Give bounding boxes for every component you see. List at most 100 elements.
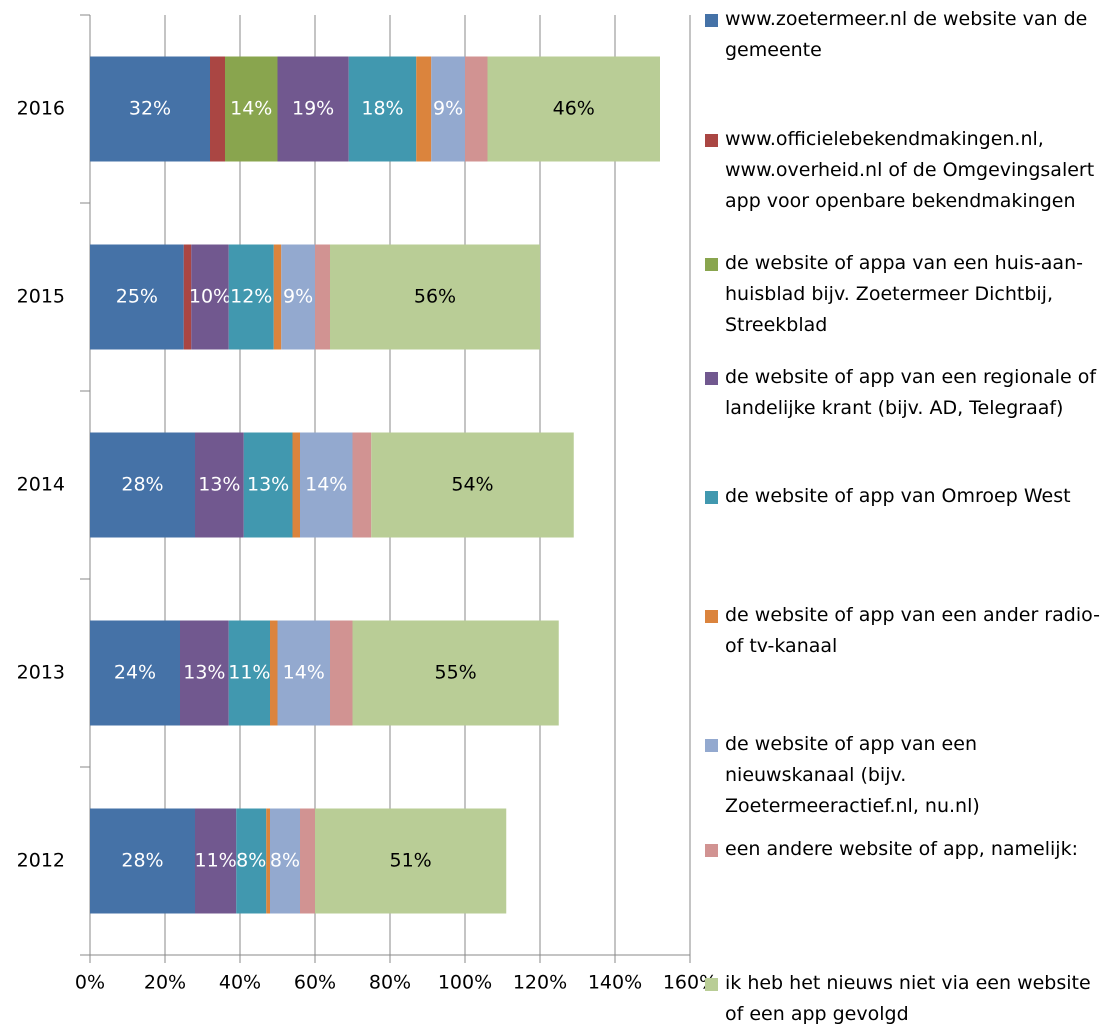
bar-segment: [210, 56, 225, 162]
data-label: 28%: [121, 474, 163, 496]
legend-item: ik heb het nieuws niet via een website o…: [705, 968, 1100, 1030]
data-label: 28%: [121, 850, 163, 872]
bar-segment: [273, 244, 282, 350]
bar-segment: [266, 808, 270, 914]
x-tick-label: 160%: [663, 972, 717, 994]
bar-segment: [277, 56, 349, 162]
bar-segment: [465, 56, 488, 162]
data-label: 9%: [283, 286, 313, 308]
legend-item: de website of app van een ander radio- o…: [705, 600, 1100, 662]
data-label: 8%: [270, 850, 300, 872]
y-tick-label: 2016: [17, 98, 65, 120]
legend-label: de website of app van Omroep West: [725, 485, 1071, 507]
data-label: 51%: [390, 850, 432, 872]
bar-segment: [330, 244, 540, 350]
data-label: 19%: [292, 98, 334, 120]
data-label: 55%: [435, 662, 477, 684]
bar-segment: [90, 808, 195, 914]
legend-label: de website of app van een regionale of l…: [725, 366, 1097, 419]
bar-segment: [330, 620, 353, 726]
y-tick-label: 2012: [17, 850, 65, 872]
bar-segment: [180, 620, 229, 726]
legend-label: de website of app van een ander radio- o…: [725, 604, 1100, 657]
bar-segment: [183, 244, 192, 350]
bar-segment: [300, 432, 353, 538]
legend-label: www.officielebekendmakingen.nl, www.over…: [725, 128, 1095, 212]
data-label: 13%: [183, 662, 225, 684]
x-tick-label: 40%: [219, 972, 261, 994]
bar-segment: [300, 808, 315, 914]
bar-segment: [281, 244, 315, 350]
bar-segment: [90, 244, 184, 350]
bar-segment: [270, 620, 278, 726]
x-tick-label: 120%: [513, 972, 567, 994]
legend-item: een andere website of app, namelijk:: [705, 834, 1100, 865]
bar-segment: [236, 808, 267, 914]
bar-segment: [228, 620, 270, 726]
bar-segment: [431, 56, 465, 162]
data-label: 32%: [129, 98, 171, 120]
data-label: 18%: [361, 98, 403, 120]
x-tick-label: 100%: [438, 972, 492, 994]
legend-label: ik heb het nieuws niet via een website o…: [725, 972, 1091, 1025]
legend-swatch: [705, 610, 718, 623]
legend-label: de website of appa van een huis-aan-huis…: [725, 252, 1083, 336]
data-label: 12%: [230, 286, 272, 308]
data-label: 14%: [230, 98, 272, 120]
x-tick-label: 140%: [588, 972, 642, 994]
bar-segment: [277, 620, 330, 726]
bar-segment: [315, 244, 330, 350]
legend-swatch: [705, 372, 718, 385]
bar-segment: [315, 808, 507, 914]
data-label: 24%: [114, 662, 156, 684]
data-label: 11%: [228, 662, 270, 684]
data-label: 56%: [414, 286, 456, 308]
data-label: 10%: [189, 286, 231, 308]
legend-swatch: [705, 258, 718, 271]
y-tick-label: 2014: [17, 474, 65, 496]
x-tick-label: 80%: [369, 972, 411, 994]
bar-segment: [195, 808, 237, 914]
legend-item: de website of appa van een huis-aan-huis…: [705, 248, 1100, 341]
x-tick-label: 0%: [75, 972, 105, 994]
bar-segment: [90, 432, 195, 538]
legend-swatch: [705, 739, 718, 752]
bar-segment: [371, 432, 574, 538]
legend-swatch: [705, 978, 718, 991]
legend-item: de website of app van een regionale of l…: [705, 362, 1100, 424]
legend-item: de website of app van Omroep West: [705, 481, 1100, 512]
bar-segment: [195, 432, 244, 538]
legend-label: een andere website of app, namelijk:: [725, 838, 1078, 860]
bar-segment: [487, 56, 660, 162]
legend-item: de website of app van een nieuwskanaal (…: [705, 729, 1100, 822]
legend-label: de website of app van een nieuwskanaal (…: [725, 733, 980, 817]
bar-segment: [270, 808, 300, 914]
bar-segment: [352, 432, 372, 538]
bar-segment: [416, 56, 432, 162]
bar-segment: [225, 56, 278, 162]
data-label: 9%: [433, 98, 463, 120]
legend-swatch: [705, 491, 718, 504]
bar-segment: [292, 432, 300, 538]
legend-item: www.officielebekendmakingen.nl, www.over…: [705, 124, 1100, 217]
data-label: 13%: [247, 474, 289, 496]
x-tick-label: 60%: [294, 972, 336, 994]
bar-segment: [243, 432, 293, 538]
data-label: 25%: [116, 286, 158, 308]
data-label: 54%: [451, 474, 493, 496]
bar-segment: [228, 244, 274, 350]
data-label: 13%: [198, 474, 240, 496]
y-tick-label: 2013: [17, 662, 65, 684]
data-label: 11%: [195, 850, 237, 872]
bar-segment: [90, 56, 210, 162]
legend-swatch: [705, 14, 718, 27]
legend-item: www.zoetermeer.nl de website van de geme…: [705, 4, 1100, 66]
legend-label: www.zoetermeer.nl de website van de geme…: [725, 8, 1088, 61]
data-label: 46%: [553, 98, 595, 120]
bar-segment: [90, 620, 180, 726]
legend-swatch: [705, 844, 718, 857]
bar-segment: [348, 56, 417, 162]
data-label: 14%: [283, 662, 325, 684]
